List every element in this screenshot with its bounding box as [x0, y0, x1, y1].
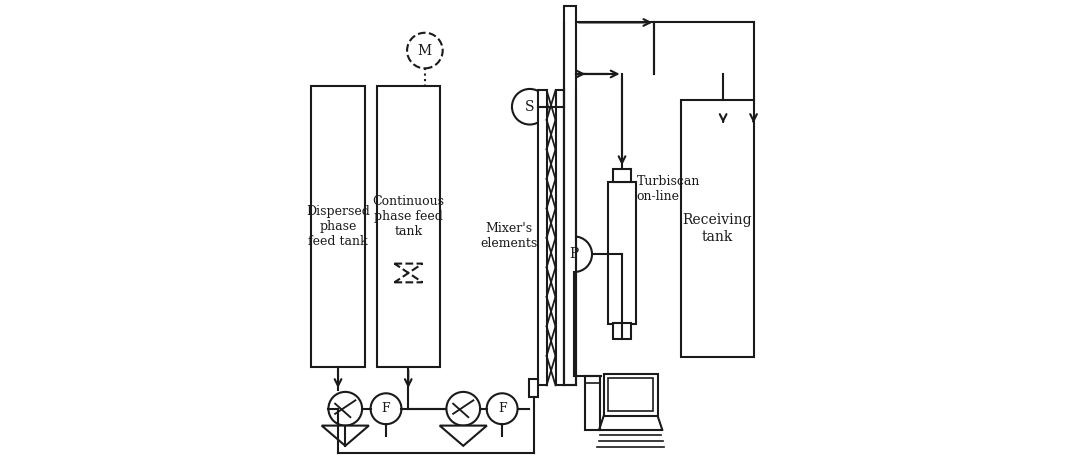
Text: Continuous
phase feed
tank: Continuous phase feed tank — [372, 195, 445, 238]
Bar — [608, 378, 653, 411]
Polygon shape — [395, 264, 423, 273]
Text: Turbiscan
on-line: Turbiscan on-line — [637, 175, 700, 203]
Polygon shape — [440, 426, 487, 446]
Bar — [614, 169, 631, 182]
Text: Receiving
tank: Receiving tank — [683, 213, 752, 244]
Text: S: S — [525, 100, 535, 114]
Circle shape — [370, 393, 401, 424]
Bar — [608, 182, 636, 325]
Bar — [529, 379, 538, 397]
Circle shape — [557, 236, 592, 272]
Bar — [585, 376, 600, 430]
Bar — [538, 90, 546, 385]
Bar — [312, 86, 365, 366]
Bar — [556, 90, 564, 385]
Text: Mixer's
elements: Mixer's elements — [480, 221, 538, 250]
Circle shape — [329, 392, 362, 426]
Circle shape — [408, 33, 443, 68]
Text: Dispersed
phase
feed tank: Dispersed phase feed tank — [306, 204, 370, 248]
Text: P: P — [570, 247, 579, 261]
Circle shape — [446, 392, 480, 426]
Bar — [377, 86, 440, 366]
Text: M: M — [418, 43, 432, 57]
Bar — [564, 6, 575, 385]
Polygon shape — [321, 426, 369, 446]
Circle shape — [512, 89, 547, 124]
Bar — [614, 323, 631, 340]
Circle shape — [487, 393, 517, 424]
Bar — [604, 374, 657, 416]
Text: F: F — [498, 402, 507, 415]
Text: F: F — [382, 402, 391, 415]
Bar — [681, 100, 753, 357]
Polygon shape — [395, 273, 423, 282]
